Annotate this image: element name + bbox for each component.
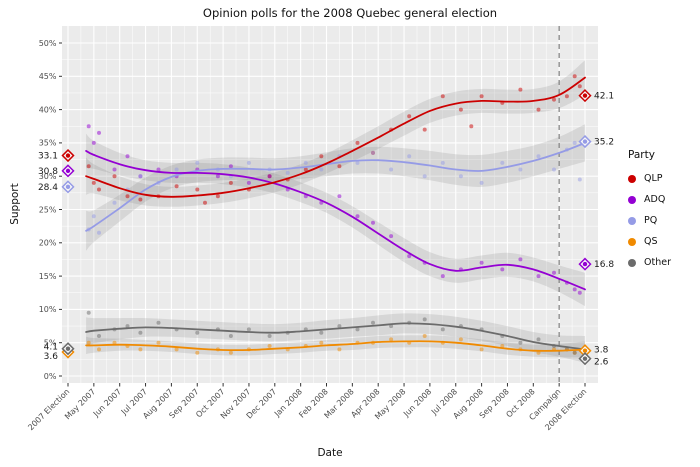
legend-item-PQ: PQ [628,210,671,231]
result-2008-label-QLP: 42.1 [594,92,614,102]
result-2008-label-Other: 2.6 [594,358,609,368]
result-2007-label-Other: 4.1 [44,343,58,353]
result-2008-label-ADQ: 16.8 [594,260,614,270]
trend-line-Other [85,322,586,351]
ci-ribbon-ADQ [86,133,585,307]
legend-dot-icon [628,216,636,225]
legend-entries: QLP ADQ PQ QS Other [628,168,671,273]
legend-item-ADQ: ADQ [628,189,671,210]
legend-dot-icon [628,237,636,246]
result-2008-label-PQ: 35.2 [594,138,614,148]
ci-ribbon-QLP [86,60,585,207]
x-tick-label: Jun 2008 [401,387,433,419]
result-2007-label-QS: 3.6 [44,352,59,362]
trend-line-ADQ [85,150,586,291]
election-markers [61,89,592,366]
x-tick-label: 2007 Election [26,387,71,432]
legend-item-label: QLP [644,173,663,184]
gridlines [62,26,598,383]
y-tick-label: 10% [39,305,57,314]
result-2007-label-PQ: 28.4 [38,183,58,193]
legend-item-label: ADQ [644,194,666,205]
result-2008-label-QS: 3.8 [594,346,609,356]
y-tick-label: 35% [39,139,57,148]
y-tick-label: 45% [39,72,57,81]
trend-line-QLP [85,76,586,198]
legend-item-label: QS [644,236,658,247]
legend-dot-icon [628,174,636,183]
y-tick-label: 0% [44,372,57,381]
trend-line-QS [85,340,586,352]
legend-dot-icon [628,258,636,267]
y-tick-label: 20% [39,239,57,248]
legend-title: Party [628,149,655,161]
y-tick-label: 30% [39,172,57,181]
y-tick-label: 5% [44,339,57,348]
poll-points-PQ [86,140,582,235]
legend-item-QLP: QLP [628,168,671,189]
result-2007-label-ADQ: 30.8 [38,167,58,177]
result-2007-label-QLP: 33.1 [38,152,58,162]
y-tick-label: 15% [39,272,57,281]
legend-item-label: Other [644,257,671,268]
chart-title: Opinion polls for the 2008 Quebec genera… [202,6,498,20]
legend: Party QLP ADQ PQ QS Other [628,149,671,273]
y-tick-label: 50% [39,39,57,48]
legend-dot-icon [628,195,636,204]
legend-item-QS: QS [628,231,671,252]
ci-ribbon-PQ [86,124,585,251]
x-tick-label: Jun 2007 [91,387,123,419]
poll-points-ADQ [86,124,582,295]
y-axis-title: Support [9,183,21,225]
legend-item-Other: Other [628,252,671,273]
y-tick-label: 25% [39,205,57,214]
legend-item-label: PQ [644,215,658,226]
y-tick-label: 40% [39,105,57,114]
x-axis-title: Date [317,447,343,459]
